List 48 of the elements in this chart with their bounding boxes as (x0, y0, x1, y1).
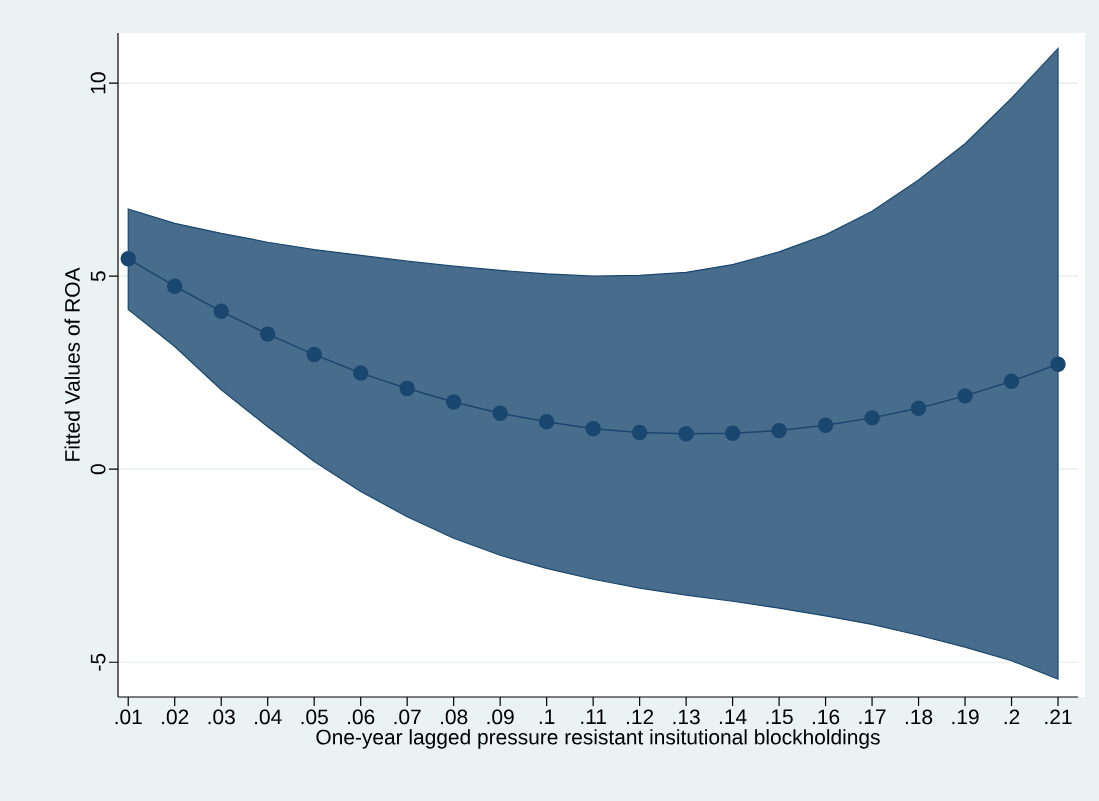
x-tick-label: .01 (115, 709, 142, 725)
x-tick-label: .06 (348, 709, 375, 725)
x-tick-label: .16 (812, 709, 840, 725)
x-tick-label: .1 (539, 709, 555, 724)
x-tick-label: .11 (581, 709, 606, 724)
x-tick-label: .13 (673, 709, 700, 725)
point (724, 425, 741, 442)
point (306, 346, 322, 363)
x-tick-label: .09 (487, 709, 514, 725)
x-tick-label: .12 (626, 709, 654, 725)
x-tick-label: .18 (905, 709, 933, 725)
point (538, 414, 555, 430)
x-tick-label: .03 (208, 709, 235, 725)
point (1050, 356, 1066, 372)
x-tick-label: .05 (301, 709, 328, 725)
x-tick-label: .21 (1045, 709, 1072, 725)
x-axis-title: One-year lagged pressure resistant insitutional blockholdings (316, 729, 880, 749)
point (585, 420, 601, 437)
point (120, 251, 136, 267)
x-tick-label: .02 (162, 709, 189, 725)
point (957, 388, 973, 404)
x-tick-label: .19 (952, 709, 979, 725)
point (864, 410, 880, 426)
point (445, 394, 462, 410)
x-tick-label: .15 (766, 709, 793, 725)
point (259, 326, 276, 342)
point (1003, 373, 1020, 389)
y-tick-label: 10 (90, 72, 106, 94)
x-tick-label: .14 (719, 709, 747, 724)
y-tick-label: -5 (90, 653, 106, 671)
y-tick-label: 0 (90, 464, 106, 475)
point (399, 380, 415, 397)
x-tick-label: .08 (441, 709, 468, 725)
x-tick-label: .17 (859, 709, 886, 724)
point (631, 424, 648, 441)
point (771, 422, 787, 439)
point (352, 365, 369, 381)
x-tick-label: .07 (394, 709, 421, 725)
x-tick-label: .2 (1004, 709, 1020, 725)
y-tick-label: 5 (90, 271, 106, 282)
point (492, 405, 508, 421)
y-axis-title: Fitted Values of ROA (64, 267, 80, 461)
x-tick-label: .04 (255, 709, 282, 725)
point (213, 303, 229, 320)
point (678, 425, 694, 442)
point (817, 417, 834, 433)
point (910, 400, 927, 416)
point (167, 278, 183, 294)
